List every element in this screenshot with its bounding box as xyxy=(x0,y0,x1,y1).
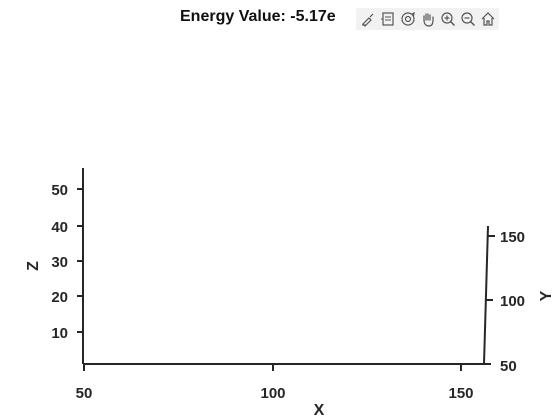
rotate-3d-icon[interactable] xyxy=(398,9,417,29)
figure-title: Energy Value: -5.17e xyxy=(180,8,336,25)
x-tick-label-50: 50 xyxy=(76,385,93,402)
home-icon[interactable] xyxy=(478,9,497,29)
axes-toolbar xyxy=(356,8,499,30)
zoom-in-icon[interactable] xyxy=(438,9,457,29)
y-axis-label: Y xyxy=(538,290,555,301)
z-tick-label-30: 30 xyxy=(51,254,68,271)
z-ticks: 10 20 30 40 50 xyxy=(51,182,83,342)
x-tick-label-150: 150 xyxy=(448,385,473,402)
z-tick-label-20: 20 xyxy=(51,289,68,306)
y-axis-line xyxy=(483,225,489,365)
zoom-out-icon[interactable] xyxy=(458,9,477,29)
z-axis-label: Z xyxy=(25,261,42,271)
y-tick-label-100: 100 xyxy=(500,293,525,310)
x-ticks: 50 100 150 xyxy=(76,364,474,402)
z-tick-label-10: 10 xyxy=(51,325,68,342)
pan-icon[interactable] xyxy=(418,9,437,29)
x-axis-label: X xyxy=(314,402,325,419)
y-tick-label-50: 50 xyxy=(500,358,517,375)
legend-icon[interactable] xyxy=(378,9,397,29)
brush-icon[interactable] xyxy=(358,9,377,29)
y-tick-label-150: 150 xyxy=(500,229,525,246)
x-tick-label-100: 100 xyxy=(260,385,285,402)
z-tick-label-50: 50 xyxy=(51,182,68,199)
y-ticks: 50 100 150 xyxy=(484,229,525,375)
z-tick-label-40: 40 xyxy=(51,219,68,236)
